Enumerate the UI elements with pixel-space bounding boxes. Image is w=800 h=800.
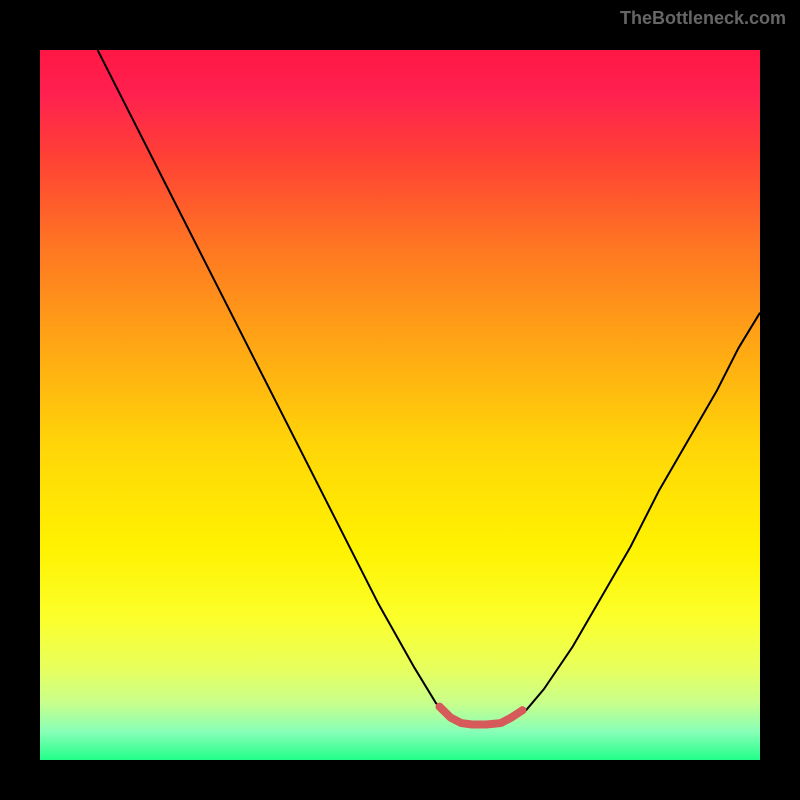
gradient-background	[40, 50, 760, 760]
optimal-range-endpoint	[518, 706, 526, 714]
watermark-text: TheBottleneck.com	[620, 8, 786, 29]
optimal-range-endpoint	[436, 703, 444, 711]
bottleneck-chart	[0, 0, 800, 800]
